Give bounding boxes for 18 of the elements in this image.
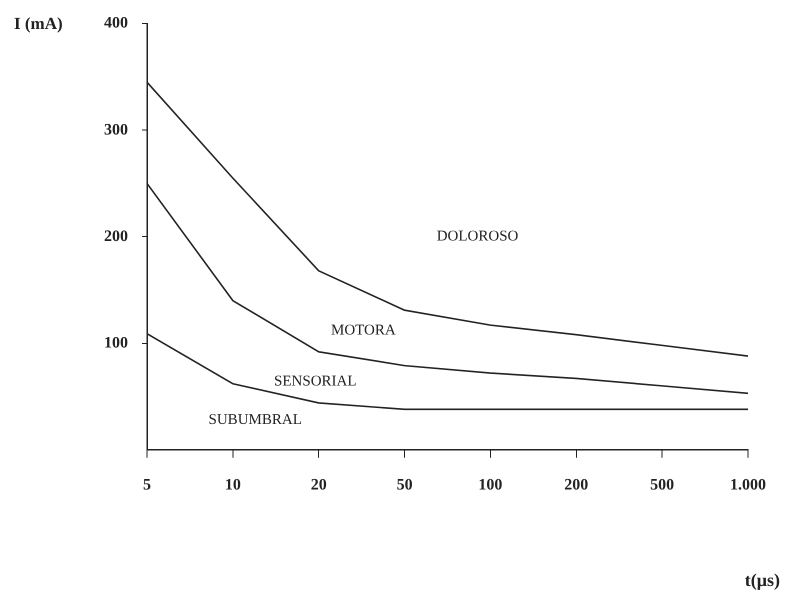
x-tick-label: 100 (478, 476, 502, 494)
y-tick-label: 300 (104, 121, 128, 138)
annotation: MOTORA (330, 322, 396, 338)
x-tick-label: 500 (650, 476, 674, 494)
x-tick-label: 1.000 (730, 476, 766, 494)
y-tick-label: 100 (104, 334, 128, 352)
x-tick-label: 5 (143, 476, 151, 494)
annotation: SUBUMBRAL (208, 412, 302, 428)
annotation: SENSORIAL (274, 374, 357, 390)
x-axis-title: t(μs) (744, 570, 780, 591)
annotation: DOLOROSO (436, 228, 519, 245)
x-tick-label: 50 (396, 476, 413, 494)
y-axis-title: I (mA) (14, 14, 63, 34)
x-tick-label: 20 (310, 476, 327, 494)
x-tick-label: 200 (564, 476, 588, 494)
y-tick-label: 400 (104, 14, 128, 32)
x-tick-label: 10 (224, 476, 241, 494)
y-tick-label: 200 (104, 228, 128, 245)
